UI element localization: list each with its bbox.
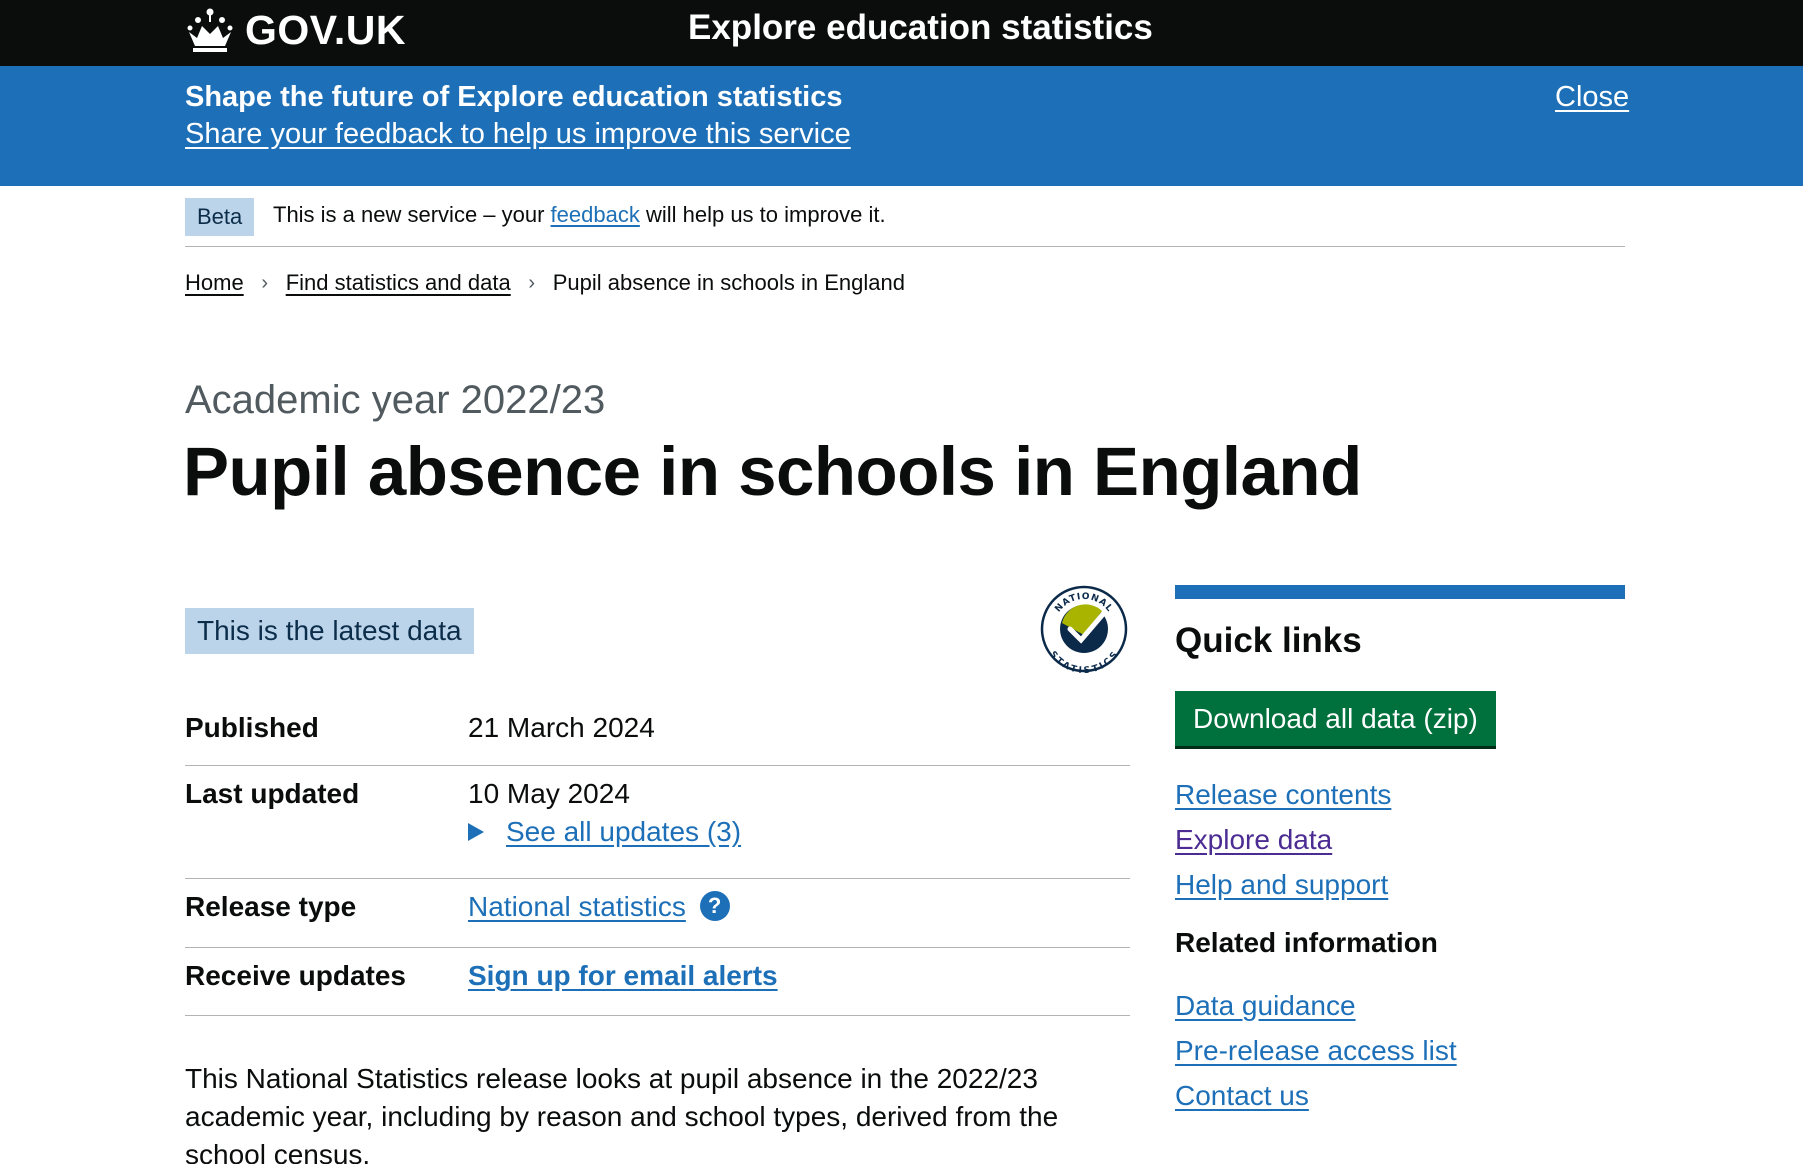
- release-type-link[interactable]: National statistics: [468, 891, 686, 922]
- summary-value-wrap: Sign up for email alerts: [468, 948, 778, 1015]
- quick-links-heading: Quick links: [1175, 621, 1362, 660]
- summary-key: Release type: [185, 891, 357, 922]
- related-information-heading: Related information: [1175, 927, 1438, 958]
- pre-release-access-link[interactable]: Pre-release access list: [1175, 1035, 1457, 1066]
- site-header: GOV.UK Explore education statistics: [0, 0, 1803, 66]
- see-all-updates-link[interactable]: See all updates (3): [506, 816, 742, 847]
- summary-row-last-updated: Last updated 10 May 2024 See all updates…: [185, 766, 1130, 879]
- phase-feedback-link[interactable]: feedback: [550, 202, 640, 227]
- related-links-list: Data guidance Pre-release access list Co…: [1175, 983, 1625, 1118]
- summary-key: Last updated: [185, 778, 360, 809]
- feedback-banner: Shape the future of Explore education st…: [0, 66, 1803, 186]
- summary-value: 10 May 2024: [468, 778, 630, 809]
- help-and-support-link[interactable]: Help and support: [1175, 869, 1389, 900]
- chevron-right-icon: ›: [261, 271, 269, 294]
- summary-key: Receive updates: [185, 960, 406, 991]
- page-title: Pupil absence in schools in England: [183, 433, 1362, 510]
- breadcrumb-find-statistics[interactable]: Find statistics and data: [285, 270, 511, 295]
- feedback-link[interactable]: Share your feedback to help us improve t…: [185, 118, 851, 150]
- summary-row-release-type: Release type National statistics ?: [185, 879, 1130, 948]
- release-contents-link[interactable]: Release contents: [1175, 779, 1392, 810]
- triangle-right-icon: [468, 823, 484, 841]
- chevron-right-icon: ›: [528, 271, 536, 294]
- page-caption: Academic year 2022/23: [185, 378, 606, 422]
- summary-value: 21 March 2024: [468, 712, 655, 743]
- contact-us-link[interactable]: Contact us: [1175, 1080, 1309, 1111]
- breadcrumb-home[interactable]: Home: [185, 270, 244, 295]
- email-alerts-link[interactable]: Sign up for email alerts: [468, 960, 778, 991]
- beta-tag: Beta: [185, 198, 255, 236]
- summary-row-published: Published 21 March 2024: [185, 700, 1130, 766]
- logo-text: GOV.UK: [245, 6, 406, 53]
- phase-banner: Beta This is a new service – your feedba…: [185, 186, 1625, 247]
- download-all-data-button[interactable]: Download all data (zip): [1175, 691, 1496, 746]
- crown-icon: [187, 8, 233, 52]
- see-all-updates-toggle[interactable]: See all updates (3): [468, 816, 741, 848]
- quick-links-list: Release contents Explore data Help and s…: [1175, 772, 1625, 907]
- quick-links-sidebar: Quick links Download all data (zip) Rele…: [1175, 585, 1625, 1118]
- summary-value-wrap: 10 May 2024 See all updates (3): [468, 766, 741, 878]
- summary-row-receive-updates: Receive updates Sign up for email alerts: [185, 948, 1130, 1016]
- national-statistics-badge: NATIONAL STATISTICS: [1040, 585, 1128, 673]
- data-guidance-link[interactable]: Data guidance: [1175, 990, 1356, 1021]
- banner-title: Shape the future of Explore education st…: [185, 81, 843, 113]
- phase-text-before: This is a new service – your: [273, 202, 551, 227]
- help-circle-icon[interactable]: ?: [699, 890, 730, 921]
- latest-data-tag: This is the latest data: [185, 608, 474, 654]
- summary-value-wrap: National statistics ?: [468, 879, 730, 947]
- explore-data-link[interactable]: Explore data: [1175, 824, 1333, 855]
- banner-close-link[interactable]: Close: [1555, 81, 1630, 113]
- release-intro-text: This National Statistics release looks a…: [185, 1063, 1059, 1164]
- service-name-link[interactable]: Explore education statistics: [688, 8, 1153, 47]
- breadcrumb-current: Pupil absence in schools in England: [552, 270, 905, 295]
- phase-text-after: will help us to improve it.: [639, 202, 886, 227]
- govuk-logo-link[interactable]: GOV.UK: [185, 2, 406, 58]
- summary-key: Published: [185, 712, 319, 743]
- breadcrumb: Home › Find statistics and data › Pupil …: [185, 270, 905, 296]
- phase-text: This is a new service – your feedback wi…: [273, 201, 886, 229]
- release-summary-list: Published 21 March 2024 Last updated 10 …: [185, 700, 1130, 1016]
